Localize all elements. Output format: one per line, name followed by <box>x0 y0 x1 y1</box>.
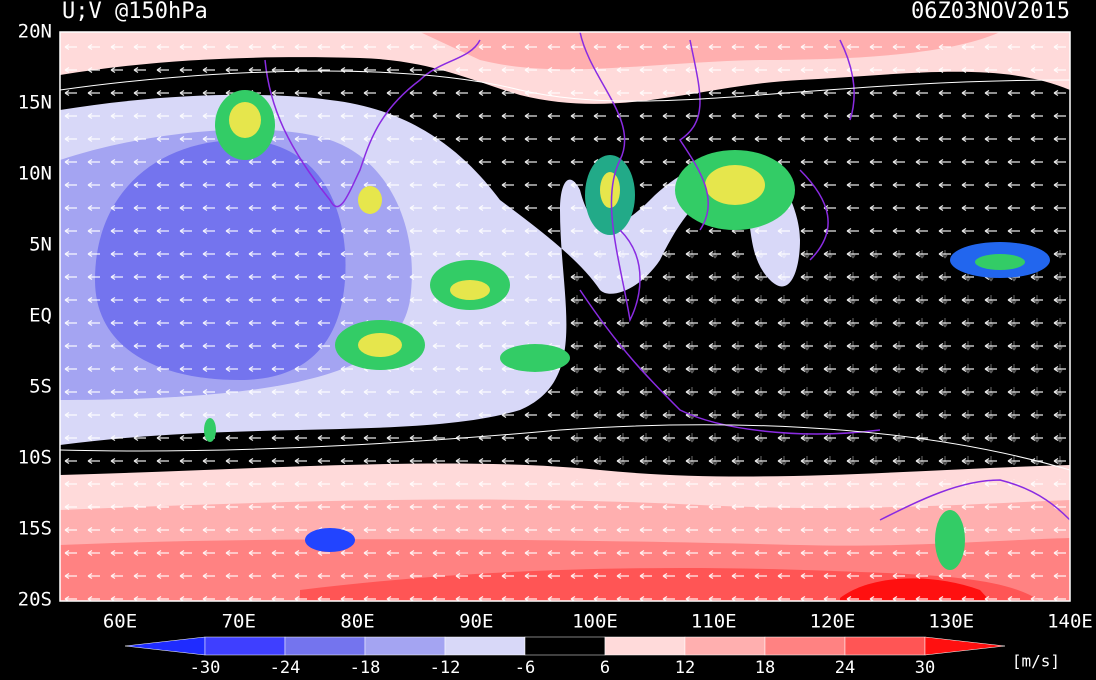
lat-label: 15S <box>18 518 52 540</box>
lat-label: 20S <box>18 589 52 611</box>
lon-label: 120E <box>810 611 856 633</box>
colorbar-extend-high <box>924 636 1006 656</box>
colorbar-extend-low <box>124 636 206 656</box>
map-field <box>60 32 1070 601</box>
colorbar-box <box>364 636 446 656</box>
lon-label: 140E <box>1047 611 1093 633</box>
colorbar-label: 30 <box>915 658 935 678</box>
colorbar-label: 18 <box>755 658 775 678</box>
colorbar-label: -6 <box>515 658 535 678</box>
colorbar-box <box>684 636 766 656</box>
lat-label: 20N <box>18 21 52 43</box>
lon-label: 130E <box>928 611 974 633</box>
colorbar-box <box>844 636 926 656</box>
colorbar-label: -12 <box>430 658 461 678</box>
lon-label: 100E <box>572 611 618 633</box>
colorbar-box <box>604 636 686 656</box>
colorbar: -30 -24 -18 -12 -6 6 12 18 24 30 <box>124 636 1006 678</box>
colorbar-label: 24 <box>835 658 855 678</box>
colorbar-box <box>204 636 286 656</box>
lat-label: 10S <box>18 447 52 469</box>
colorbar-label: -18 <box>350 658 381 678</box>
wind-vectors-south <box>560 250 1070 480</box>
lon-label: 110E <box>691 611 737 633</box>
colorbar-box <box>764 636 846 656</box>
lon-label: 90E <box>459 611 493 633</box>
lon-label: 60E <box>103 611 137 633</box>
colorbar-label: 6 <box>600 658 610 678</box>
colorbar-box <box>284 636 366 656</box>
convection <box>204 90 1050 570</box>
map-frame <box>59 31 1071 602</box>
colorbar-box <box>444 636 526 656</box>
units: [m/s] <box>1012 652 1060 671</box>
axis-labels: 20N 15N 10N 5N EQ 5S 10S 15S 20S 60E 70E 80E 90E 100E… <box>18 21 1093 633</box>
lon-label: 70E <box>222 611 256 633</box>
lat-label: 10N <box>18 163 52 185</box>
lat-label: 15N <box>18 92 52 114</box>
colorbar-label: -30 <box>190 658 221 678</box>
colorbar-label: 12 <box>675 658 695 678</box>
title: U;V @150hPa <box>62 0 208 24</box>
coastlines <box>264 32 1070 521</box>
colorbar-box <box>524 636 606 656</box>
lon-label: 80E <box>340 611 374 633</box>
valid-time: 06Z03NOV2015 <box>911 0 1070 24</box>
lat-label: 5N <box>29 234 52 256</box>
colorbar-label: -24 <box>270 658 301 678</box>
contours <box>60 70 1070 471</box>
lat-label: EQ <box>29 305 52 327</box>
lat-label: 5S <box>29 376 52 398</box>
